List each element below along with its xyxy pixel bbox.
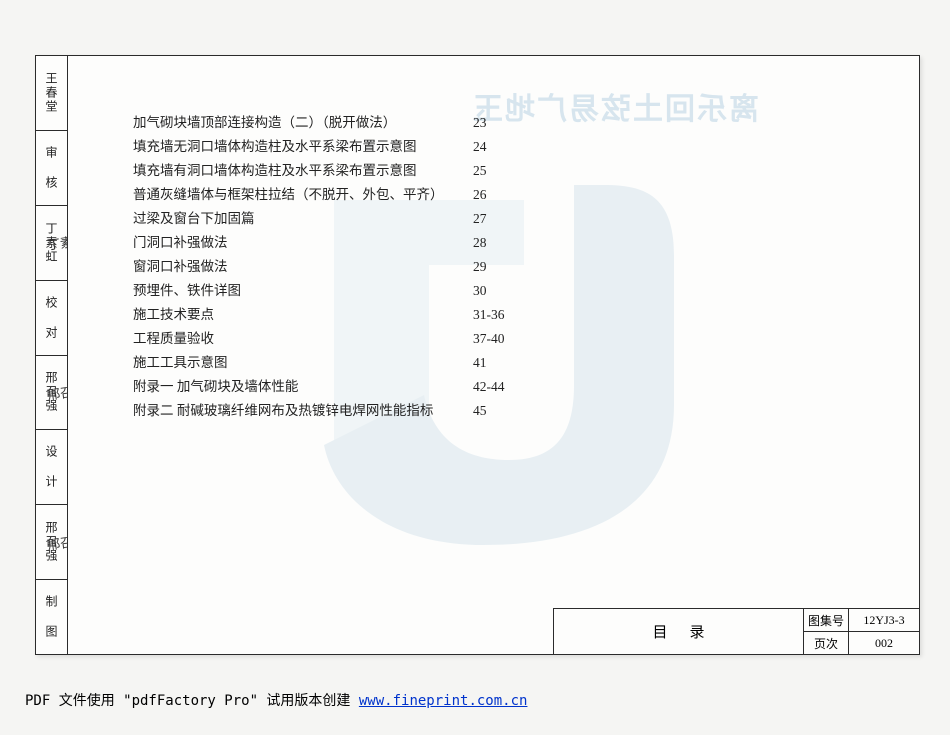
toc-row: 预埋件、铁件详图30	[133, 279, 603, 303]
toc-entry-title: 加气砌块墙顶部连接构造（二）（脱开做法）	[133, 111, 473, 135]
toc-entry-page: 41	[473, 351, 533, 375]
side-cell: 校 对	[36, 281, 67, 356]
side-cell: 王春堂	[36, 56, 67, 131]
toc-entry-page: 27	[473, 207, 533, 231]
pdf-footer: PDF 文件使用 "pdfFactory Pro" 试用版本创建 www.fin…	[25, 690, 527, 710]
toc-row: 附录一 加气砌块及墙体性能42-44	[133, 375, 603, 399]
side-cell-label: 审 核	[43, 146, 60, 190]
side-cell: 制 图	[36, 580, 67, 654]
side-cell: 邢召强邢召	[36, 356, 67, 431]
toc-row: 窗洞口补强做法29	[133, 255, 603, 279]
toc-entry-page: 29	[473, 255, 533, 279]
side-label-strip: 王春堂审 核丁素虹丁素校 对邢召强邢召设 计邢召强邢召制 图	[35, 55, 67, 655]
toc-entry-page: 42-44	[473, 375, 533, 399]
toc-row: 填充墙有洞口墙体构造柱及水平系梁布置示意图25	[133, 159, 603, 183]
side-cell-label: 制 图	[43, 595, 60, 639]
toc-row: 施工工具示意图41	[133, 351, 603, 375]
set-number-label: 图集号	[804, 609, 849, 631]
page-number-label: 页次	[804, 632, 849, 654]
toc-row: 门洞口补强做法28	[133, 231, 603, 255]
toc-entry-page: 28	[473, 231, 533, 255]
footer-link[interactable]: www.fineprint.com.cn	[359, 693, 528, 709]
toc-row: 加气砌块墙顶部连接构造（二）（脱开做法）23	[133, 111, 603, 135]
toc-entry-title: 门洞口补强做法	[133, 231, 473, 255]
side-cell: 邢召强邢召	[36, 505, 67, 580]
set-number-value: 12YJ3-3	[849, 609, 919, 631]
toc-entry-title: 施工工具示意图	[133, 351, 473, 375]
toc-entry-title: 附录二 耐碱玻璃纤维网布及热镀锌电焊网性能指标	[133, 399, 473, 423]
toc-entry-title: 预埋件、铁件详图	[133, 279, 473, 303]
page-number-value: 002	[849, 632, 919, 654]
title-block-meta: 图集号 12YJ3-3 页次 002	[804, 609, 919, 654]
toc-entry-page: 30	[473, 279, 533, 303]
title-block: 目录 图集号 12YJ3-3 页次 002	[553, 608, 919, 654]
toc-row: 施工技术要点31-36	[133, 303, 603, 327]
side-cell-label: 校 对	[43, 296, 60, 340]
toc-entry-title: 填充墙无洞口墙体构造柱及水平系梁布置示意图	[133, 135, 473, 159]
footer-text: PDF 文件使用 "pdfFactory Pro" 试用版本创建	[25, 693, 359, 709]
toc-entry-page: 26	[473, 183, 533, 207]
drawing-frame: 离乐回土弦易广地玉 加气砌块墙顶部连接构造（二）（脱开做法）23填充墙无洞口墙体…	[67, 55, 920, 655]
toc-entry-title: 附录一 加气砌块及墙体性能	[133, 375, 473, 399]
toc-row: 过梁及窗台下加固篇27	[133, 207, 603, 231]
toc-entry-title: 施工技术要点	[133, 303, 473, 327]
toc-entry-page: 24	[473, 135, 533, 159]
toc-row: 附录二 耐碱玻璃纤维网布及热镀锌电焊网性能指标45	[133, 399, 603, 423]
toc-entry-title: 填充墙有洞口墙体构造柱及水平系梁布置示意图	[133, 159, 473, 183]
toc-row: 填充墙无洞口墙体构造柱及水平系梁布置示意图24	[133, 135, 603, 159]
toc-entry-title: 过梁及窗台下加固篇	[133, 207, 473, 231]
toc-entry-page: 37-40	[473, 327, 533, 351]
side-cell-label: 设 计	[43, 445, 60, 489]
side-cell-label: 邢召强	[43, 371, 60, 413]
table-of-contents: 加气砌块墙顶部连接构造（二）（脱开做法）23填充墙无洞口墙体构造柱及水平系梁布置…	[133, 111, 603, 423]
sheet-title: 目录	[554, 609, 804, 654]
toc-entry-title: 工程质量验收	[133, 327, 473, 351]
side-cell: 设 计	[36, 430, 67, 505]
side-cell-label: 邢召强	[43, 521, 60, 563]
side-cell: 丁素虹丁素	[36, 206, 67, 281]
scanned-page: 王春堂审 核丁素虹丁素校 对邢召强邢召设 计邢召强邢召制 图 离乐回土弦易广地玉…	[35, 55, 920, 655]
toc-entry-page: 25	[473, 159, 533, 183]
side-cell: 审 核	[36, 131, 67, 206]
toc-entry-page: 45	[473, 399, 533, 423]
toc-row: 工程质量验收37-40	[133, 327, 603, 351]
toc-entry-page: 23	[473, 111, 533, 135]
side-cell-label: 王春堂	[43, 72, 60, 114]
toc-entry-title: 普通灰缝墙体与框架柱拉结（不脱开、外包、平齐）	[133, 183, 473, 207]
toc-row: 普通灰缝墙体与框架柱拉结（不脱开、外包、平齐）26	[133, 183, 603, 207]
side-cell-label: 丁素虹	[43, 222, 60, 264]
toc-entry-page: 31-36	[473, 303, 533, 327]
toc-entry-title: 窗洞口补强做法	[133, 255, 473, 279]
